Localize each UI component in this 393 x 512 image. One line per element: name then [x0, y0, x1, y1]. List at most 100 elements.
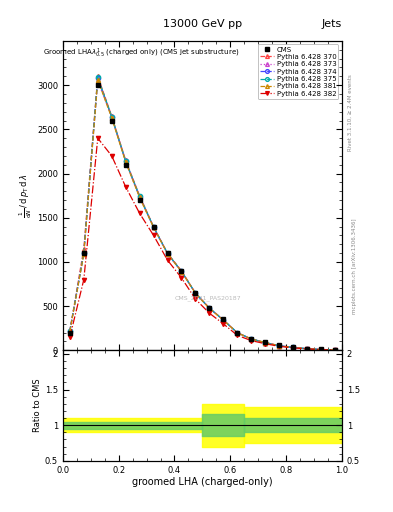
- Pythia 6.428 382: [221, 321, 226, 327]
- Pythia 6.428 373: [263, 339, 268, 346]
- Pythia 6.428 373: [207, 305, 212, 311]
- Text: Jets: Jets: [321, 18, 342, 29]
- Pythia 6.428 375: [221, 317, 226, 323]
- Pythia 6.428 381: [305, 346, 309, 352]
- Pythia 6.428 381: [81, 251, 86, 257]
- Pythia 6.428 381: [291, 345, 296, 351]
- Pythia 6.428 374: [193, 290, 198, 296]
- Pythia 6.428 375: [165, 250, 170, 257]
- CMS: [95, 82, 100, 88]
- Pythia 6.428 374: [151, 224, 156, 230]
- Pythia 6.428 373: [193, 290, 198, 296]
- Pythia 6.428 370: [179, 268, 184, 274]
- CMS: [249, 336, 253, 342]
- Pythia 6.428 370: [319, 347, 323, 353]
- Pythia 6.428 374: [179, 268, 184, 274]
- Pythia 6.428 373: [81, 250, 86, 256]
- Pythia 6.428 382: [81, 276, 86, 283]
- Line: Pythia 6.428 374: Pythia 6.428 374: [68, 76, 337, 352]
- Y-axis label: Ratio to CMS: Ratio to CMS: [33, 379, 42, 432]
- CMS: [235, 330, 240, 336]
- Pythia 6.428 373: [109, 114, 114, 120]
- Pythia 6.428 370: [235, 330, 240, 336]
- Pythia 6.428 374: [305, 346, 309, 352]
- CMS: [165, 250, 170, 256]
- Pythia 6.428 375: [263, 339, 268, 346]
- Pythia 6.428 374: [249, 336, 253, 342]
- Pythia 6.428 370: [221, 317, 226, 323]
- Pythia 6.428 382: [179, 275, 184, 281]
- X-axis label: groomed LHA (charged-only): groomed LHA (charged-only): [132, 477, 273, 487]
- Pythia 6.428 374: [68, 328, 72, 334]
- Pythia 6.428 375: [123, 158, 128, 164]
- CMS: [109, 117, 114, 123]
- CMS: [179, 268, 184, 274]
- Line: Pythia 6.428 381: Pythia 6.428 381: [68, 78, 337, 352]
- Pythia 6.428 382: [207, 310, 212, 316]
- Pythia 6.428 370: [291, 345, 296, 351]
- Pythia 6.428 370: [207, 305, 212, 311]
- Pythia 6.428 381: [179, 268, 184, 274]
- Pythia 6.428 381: [221, 317, 226, 323]
- CMS: [277, 343, 281, 349]
- Pythia 6.428 381: [123, 159, 128, 165]
- Line: Pythia 6.428 375: Pythia 6.428 375: [68, 75, 337, 352]
- Pythia 6.428 373: [291, 345, 296, 351]
- Pythia 6.428 382: [332, 347, 337, 353]
- Pythia 6.428 375: [249, 336, 253, 342]
- Pythia 6.428 373: [179, 269, 184, 275]
- Pythia 6.428 382: [193, 296, 198, 302]
- Pythia 6.428 374: [81, 250, 86, 256]
- Pythia 6.428 381: [332, 347, 337, 353]
- CMS: [193, 290, 198, 296]
- Pythia 6.428 375: [291, 345, 296, 351]
- Pythia 6.428 375: [95, 74, 100, 80]
- Pythia 6.428 381: [249, 336, 253, 342]
- Pythia 6.428 370: [81, 246, 86, 252]
- Pythia 6.428 381: [68, 328, 72, 334]
- Pythia 6.428 382: [95, 135, 100, 141]
- Text: mcplots.cern.ch [arXiv:1306.3436]: mcplots.cern.ch [arXiv:1306.3436]: [352, 219, 357, 314]
- CMS: [221, 316, 226, 323]
- Pythia 6.428 381: [319, 347, 323, 353]
- CMS: [319, 346, 323, 352]
- Pythia 6.428 375: [179, 268, 184, 274]
- Pythia 6.428 382: [249, 337, 253, 344]
- Y-axis label: $\frac{1}{\mathrm{d}N}\,/\,\mathrm{d}\,p_\mathrm{T}\,\mathrm{d}\,\lambda$: $\frac{1}{\mathrm{d}N}\,/\,\mathrm{d}\,p…: [18, 174, 34, 218]
- Pythia 6.428 374: [207, 305, 212, 311]
- Pythia 6.428 373: [277, 343, 281, 349]
- Pythia 6.428 382: [305, 346, 309, 352]
- CMS: [81, 250, 86, 256]
- Pythia 6.428 375: [277, 343, 281, 349]
- Pythia 6.428 373: [95, 78, 100, 84]
- Line: CMS: CMS: [68, 83, 337, 352]
- Pythia 6.428 370: [332, 347, 337, 353]
- Pythia 6.428 382: [137, 210, 142, 217]
- Pythia 6.428 373: [332, 347, 337, 353]
- Pythia 6.428 375: [207, 305, 212, 311]
- Pythia 6.428 375: [193, 290, 198, 296]
- Legend: CMS, Pythia 6.428 370, Pythia 6.428 373, Pythia 6.428 374, Pythia 6.428 375, Pyt: CMS, Pythia 6.428 370, Pythia 6.428 373,…: [258, 45, 338, 99]
- Pythia 6.428 382: [68, 334, 72, 340]
- Pythia 6.428 370: [277, 343, 281, 349]
- Pythia 6.428 370: [151, 224, 156, 230]
- Pythia 6.428 381: [193, 290, 198, 296]
- CMS: [305, 346, 309, 352]
- Pythia 6.428 370: [165, 250, 170, 256]
- Pythia 6.428 375: [151, 224, 156, 230]
- Line: Pythia 6.428 370: Pythia 6.428 370: [68, 74, 337, 352]
- Pythia 6.428 374: [291, 345, 296, 351]
- Pythia 6.428 374: [95, 75, 100, 81]
- Pythia 6.428 373: [319, 347, 323, 353]
- Pythia 6.428 370: [193, 290, 198, 296]
- Pythia 6.428 382: [165, 257, 170, 263]
- Pythia 6.428 374: [319, 347, 323, 353]
- Line: Pythia 6.428 382: Pythia 6.428 382: [68, 136, 337, 352]
- CMS: [68, 330, 72, 336]
- Pythia 6.428 373: [221, 317, 226, 323]
- CMS: [151, 224, 156, 230]
- Pythia 6.428 370: [109, 113, 114, 119]
- Pythia 6.428 373: [151, 224, 156, 230]
- Pythia 6.428 375: [332, 347, 337, 353]
- Pythia 6.428 382: [151, 232, 156, 239]
